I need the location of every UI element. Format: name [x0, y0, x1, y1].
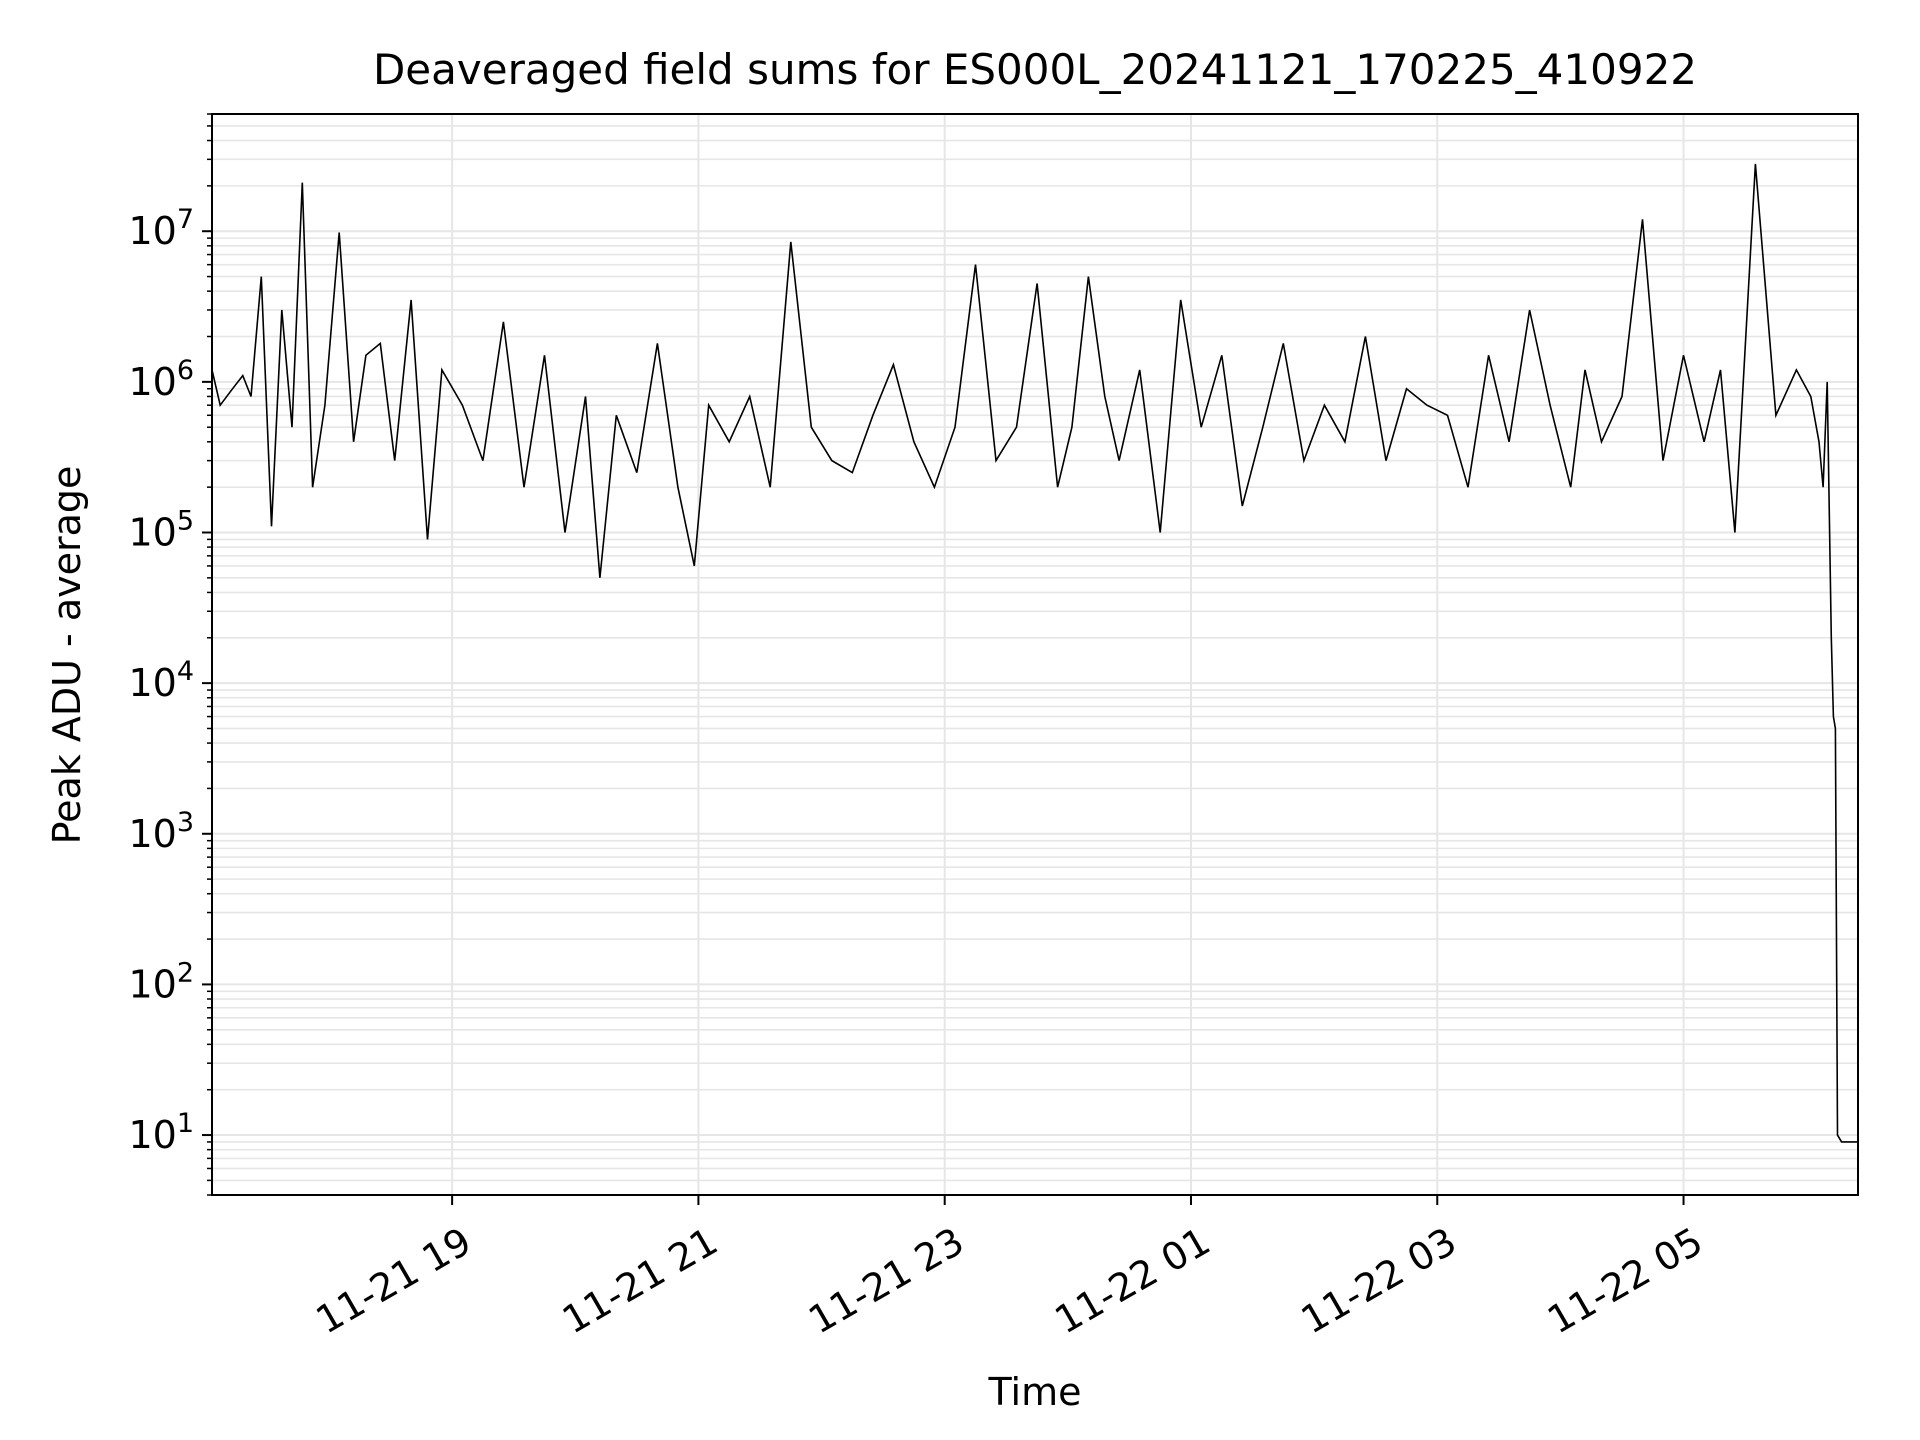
y-tick-label: 101 [128, 1108, 194, 1157]
y-tick-label: 103 [128, 807, 194, 856]
y-tick-label: 107 [128, 204, 194, 253]
y-tick-label: 106 [128, 355, 194, 404]
y-axis-label: Peak ADU - average [45, 466, 89, 845]
x-axis-label: Time [988, 1370, 1082, 1414]
plot-frame [211, 113, 1859, 1196]
series-line [211, 163, 1858, 1143]
y-tick-label: 105 [128, 505, 194, 554]
chart-title: Deaveraged field sums for ES000L_2024112… [373, 45, 1697, 94]
y-tick-label: 104 [128, 656, 194, 705]
grid [212, 113, 1858, 1196]
y-tick-label: 102 [128, 957, 194, 1006]
plot-line-group [211, 163, 1858, 1143]
